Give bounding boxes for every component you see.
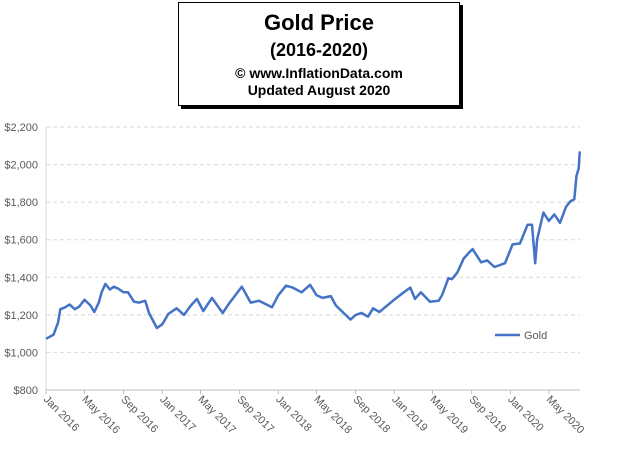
y-tick-label: $1,400 (4, 272, 38, 284)
chart-title-box: Gold Price (2016-2020) © www.InflationDa… (178, 2, 460, 106)
updated-text: Updated August 2020 (247, 82, 391, 98)
chart-subtitle: (2016-2020) (269, 40, 369, 60)
y-tick-label: $1,800 (4, 197, 38, 209)
legend: Gold (495, 330, 547, 342)
y-tick-label: $1,000 (4, 347, 38, 359)
x-tick-label: May 2017 (195, 394, 238, 437)
legend-label-gold: Gold (524, 330, 547, 342)
x-tick-label: Sep 2018 (350, 394, 392, 436)
y-tick-label: $2,000 (4, 160, 38, 172)
x-tick-label: May 2019 (427, 394, 470, 437)
x-tick-label: Jan 2020 (505, 394, 545, 434)
x-tick-label: Sep 2019 (466, 394, 508, 436)
x-tick-label: May 2018 (311, 394, 354, 437)
x-tick-label: May 2020 (544, 394, 587, 437)
x-tick-label: Sep 2016 (118, 394, 160, 436)
x-tick-label: Sep 2017 (234, 394, 276, 436)
chart-title: Gold Price (263, 10, 375, 35)
y-tick-label: $1,600 (4, 235, 38, 247)
series-line-gold (45, 151, 581, 340)
x-tick-label: Jan 2019 (389, 394, 429, 434)
y-axis-tick-labels: $800 $1,000 $1,200 $1,400 $1,600 $1,800 $2,000… (4, 122, 38, 397)
y-tick-label: $800 (14, 385, 38, 397)
gridlines (46, 126, 580, 353)
y-tick-label: $2,200 (4, 122, 38, 134)
x-tick-label: May 2016 (79, 394, 122, 437)
x-tick-label: Jan 2017 (157, 394, 197, 434)
series-layer (45, 151, 581, 340)
y-tick-label: $1,200 (4, 310, 38, 322)
copyright-text: © www.InflationData.com (235, 65, 403, 81)
x-tick-label: Jan 2018 (273, 394, 313, 434)
x-tick-label: Jan 2016 (41, 394, 81, 434)
